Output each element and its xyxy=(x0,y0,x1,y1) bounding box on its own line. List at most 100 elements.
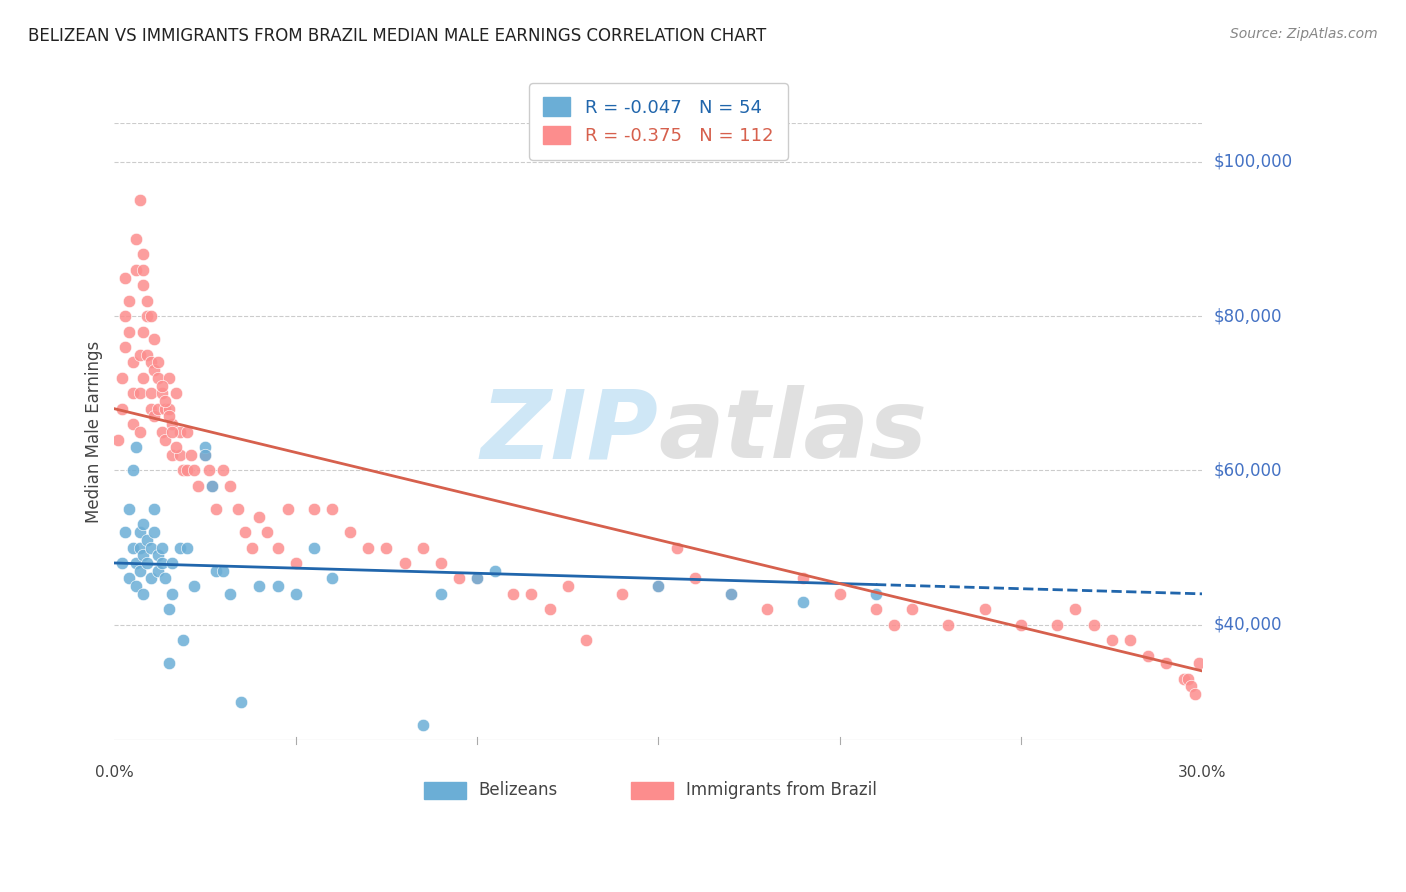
Point xyxy=(111,556,134,570)
Point xyxy=(973,602,995,616)
Point xyxy=(169,541,191,555)
Point xyxy=(125,556,148,570)
Point xyxy=(125,263,148,277)
Point xyxy=(233,525,256,540)
Point xyxy=(321,502,343,516)
Point xyxy=(176,463,198,477)
Point xyxy=(128,348,150,362)
Point xyxy=(647,579,669,593)
Point xyxy=(153,571,176,585)
Point xyxy=(143,409,166,424)
Point xyxy=(249,579,271,593)
Point xyxy=(720,587,742,601)
FancyBboxPatch shape xyxy=(631,781,672,799)
Point xyxy=(1180,680,1202,694)
Point xyxy=(302,541,325,555)
Point xyxy=(172,633,194,648)
Point xyxy=(172,463,194,477)
Point xyxy=(132,325,155,339)
Point xyxy=(720,587,742,601)
Point xyxy=(114,309,136,323)
Point xyxy=(302,502,325,516)
Point xyxy=(136,293,159,308)
Point xyxy=(150,541,173,555)
Point xyxy=(538,602,561,616)
Point xyxy=(162,587,184,601)
Text: Immigrants from Brazil: Immigrants from Brazil xyxy=(686,781,876,799)
Point xyxy=(143,363,166,377)
Y-axis label: Median Male Earnings: Median Male Earnings xyxy=(86,341,103,523)
Point xyxy=(165,386,187,401)
Point xyxy=(132,263,155,277)
Point xyxy=(183,579,205,593)
Point xyxy=(249,509,271,524)
Point xyxy=(125,232,148,246)
Point xyxy=(125,579,148,593)
Point xyxy=(665,541,688,555)
Point xyxy=(575,633,598,648)
Point xyxy=(465,571,488,585)
Point xyxy=(557,579,579,593)
Point xyxy=(165,440,187,454)
Point xyxy=(139,541,162,555)
Point xyxy=(128,425,150,439)
Point xyxy=(153,433,176,447)
Point xyxy=(146,401,169,416)
Point xyxy=(146,564,169,578)
Point xyxy=(111,401,134,416)
Text: 0.0%: 0.0% xyxy=(96,765,134,780)
Point xyxy=(938,617,960,632)
Point xyxy=(180,448,202,462)
Point xyxy=(205,502,228,516)
Point xyxy=(143,502,166,516)
Point xyxy=(1154,657,1177,671)
Point xyxy=(284,587,307,601)
Point xyxy=(146,355,169,369)
Point xyxy=(150,378,173,392)
Point xyxy=(162,556,184,570)
Point xyxy=(121,463,143,477)
Text: Belizeans: Belizeans xyxy=(479,781,558,799)
Point xyxy=(139,309,162,323)
Point xyxy=(121,355,143,369)
Point xyxy=(430,556,453,570)
Point xyxy=(412,718,434,732)
Point xyxy=(169,425,191,439)
Point xyxy=(865,587,887,601)
Point xyxy=(1064,602,1087,616)
Point xyxy=(412,541,434,555)
Point xyxy=(121,386,143,401)
Point xyxy=(128,525,150,540)
Point xyxy=(139,386,162,401)
Point xyxy=(240,541,263,555)
Point xyxy=(194,448,217,462)
Point xyxy=(226,502,249,516)
Point xyxy=(394,556,416,570)
Point xyxy=(143,525,166,540)
Point xyxy=(375,541,398,555)
Point xyxy=(683,571,706,585)
Point xyxy=(219,479,242,493)
Text: BELIZEAN VS IMMIGRANTS FROM BRAZIL MEDIAN MALE EARNINGS CORRELATION CHART: BELIZEAN VS IMMIGRANTS FROM BRAZIL MEDIA… xyxy=(28,27,766,45)
Point xyxy=(256,525,278,540)
Point xyxy=(183,463,205,477)
Point xyxy=(194,440,217,454)
Point xyxy=(201,479,224,493)
Point xyxy=(1136,648,1159,663)
Point xyxy=(121,541,143,555)
Point xyxy=(157,409,180,424)
Point xyxy=(484,564,506,578)
Point xyxy=(150,386,173,401)
Point xyxy=(111,371,134,385)
Point xyxy=(153,401,176,416)
Point xyxy=(339,525,361,540)
Point xyxy=(162,448,184,462)
Point xyxy=(157,401,180,416)
Point xyxy=(520,587,543,601)
Point xyxy=(792,594,814,608)
Point xyxy=(212,463,235,477)
Point xyxy=(128,564,150,578)
Point xyxy=(447,571,470,585)
Point xyxy=(321,571,343,585)
Point xyxy=(153,394,176,409)
